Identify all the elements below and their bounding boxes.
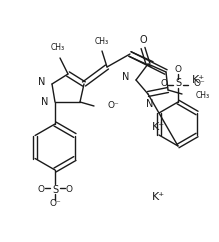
Text: O: O bbox=[175, 66, 182, 75]
Text: CH₃: CH₃ bbox=[196, 91, 210, 99]
Text: K⁺: K⁺ bbox=[191, 75, 205, 85]
Text: N: N bbox=[146, 99, 154, 109]
Text: O: O bbox=[37, 186, 44, 195]
Text: N: N bbox=[38, 77, 46, 87]
Text: S: S bbox=[175, 78, 181, 88]
Text: CH₃: CH₃ bbox=[95, 37, 109, 45]
Text: N: N bbox=[122, 72, 130, 82]
Text: O: O bbox=[161, 78, 168, 88]
Text: S: S bbox=[52, 185, 58, 195]
Text: O: O bbox=[139, 35, 147, 45]
Text: K⁺: K⁺ bbox=[151, 192, 164, 202]
Text: CH₃: CH₃ bbox=[51, 44, 65, 53]
Text: O⁻: O⁻ bbox=[194, 78, 206, 88]
Text: O⁻: O⁻ bbox=[108, 101, 120, 111]
Text: O⁻: O⁻ bbox=[49, 199, 61, 209]
Text: O: O bbox=[65, 186, 72, 195]
Text: N: N bbox=[41, 97, 49, 107]
Text: K⁺: K⁺ bbox=[151, 122, 164, 132]
